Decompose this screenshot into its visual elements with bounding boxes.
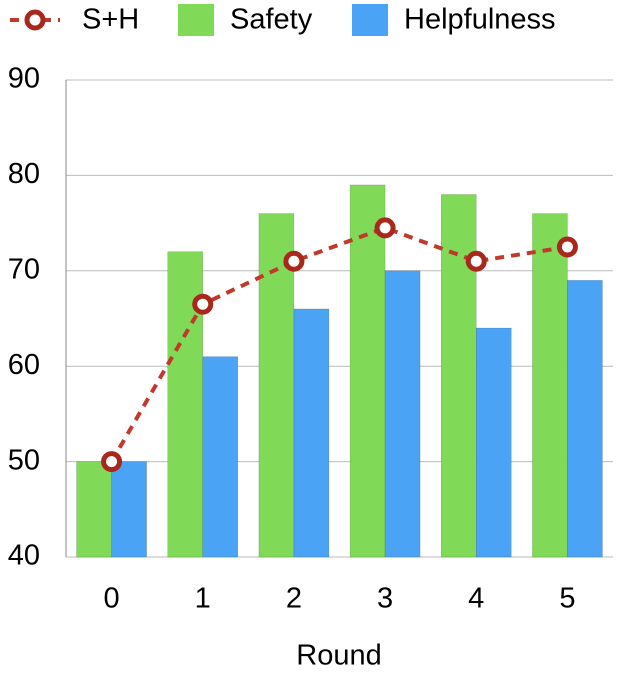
line-marker <box>374 217 396 239</box>
y-tick-label: 90 <box>8 63 40 95</box>
line-marker <box>556 236 578 258</box>
line-marker <box>283 250 305 272</box>
legend-swatch <box>24 9 46 31</box>
x-tick-label: 2 <box>286 583 302 615</box>
line-marker <box>465 250 487 272</box>
y-tick-label: 50 <box>8 444 40 476</box>
bar <box>349 184 386 558</box>
x-tick-label: 3 <box>377 583 393 615</box>
bar <box>441 194 477 558</box>
x-axis-label: Round <box>296 640 381 672</box>
bar <box>293 308 330 558</box>
bar <box>111 461 147 558</box>
legend-swatch <box>178 4 214 36</box>
legend-label: Helpfulness <box>404 4 556 36</box>
y-tick-label: 80 <box>8 158 40 190</box>
x-tick-label: 1 <box>195 583 211 615</box>
legend-label: S+H <box>82 4 139 36</box>
y-tick-label: 60 <box>8 349 40 381</box>
line-marker <box>192 293 214 315</box>
line <box>109 225 568 463</box>
x-tick-label: 0 <box>104 583 120 615</box>
bar <box>567 280 603 558</box>
y-tick-label: 70 <box>8 253 40 285</box>
x-tick-label: 4 <box>468 583 484 615</box>
legend-swatch <box>352 4 388 36</box>
bar <box>476 327 512 558</box>
y-tick-label: 40 <box>8 540 40 572</box>
bar <box>532 213 568 558</box>
legend-label: Safety <box>230 4 313 36</box>
bar <box>384 270 421 558</box>
bar <box>202 356 238 558</box>
bar <box>76 461 112 558</box>
x-tick-label: 5 <box>559 583 575 615</box>
line-marker <box>101 451 123 473</box>
